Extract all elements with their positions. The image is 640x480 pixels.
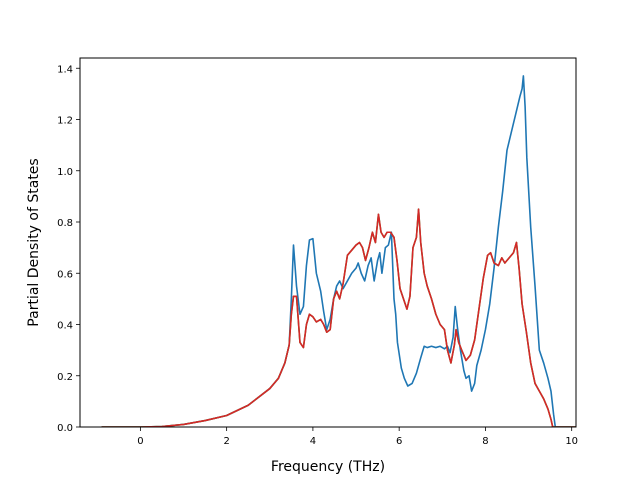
y-tick-label: 0.4 xyxy=(57,321,73,332)
y-tick-label: 1.0 xyxy=(57,167,73,178)
x-tick-label: 8 xyxy=(482,436,488,447)
y-tick-label: 1.4 xyxy=(57,64,73,75)
x-axis-label: Frequency (THz) xyxy=(271,459,385,475)
x-tick-label: 4 xyxy=(310,436,316,447)
series-layer xyxy=(101,75,576,427)
y-tick-label: 0.8 xyxy=(57,218,73,229)
y-tick-label: 0.0 xyxy=(57,423,73,434)
x-axis-ticks: 0 2 4 6 8 10 xyxy=(137,427,578,447)
y-axis-ticks: 0.0 0.2 0.4 0.6 0.8 1.0 1.2 1.4 xyxy=(57,64,80,434)
x-tick-label: 10 xyxy=(565,436,578,447)
plot-area xyxy=(79,57,577,428)
y-tick-label: 0.2 xyxy=(57,372,73,383)
y-tick-label: 1.2 xyxy=(57,116,73,127)
x-tick-label: 0 xyxy=(137,436,143,447)
x-tick-label: 2 xyxy=(223,436,229,447)
y-tick-label: 0.6 xyxy=(57,269,73,280)
series-line-3 xyxy=(101,208,576,427)
y-axis-label: Partial Density of States xyxy=(26,158,42,326)
x-tick-label: 6 xyxy=(396,436,402,447)
plot-frame xyxy=(79,57,577,428)
series-line-1 xyxy=(101,75,576,427)
